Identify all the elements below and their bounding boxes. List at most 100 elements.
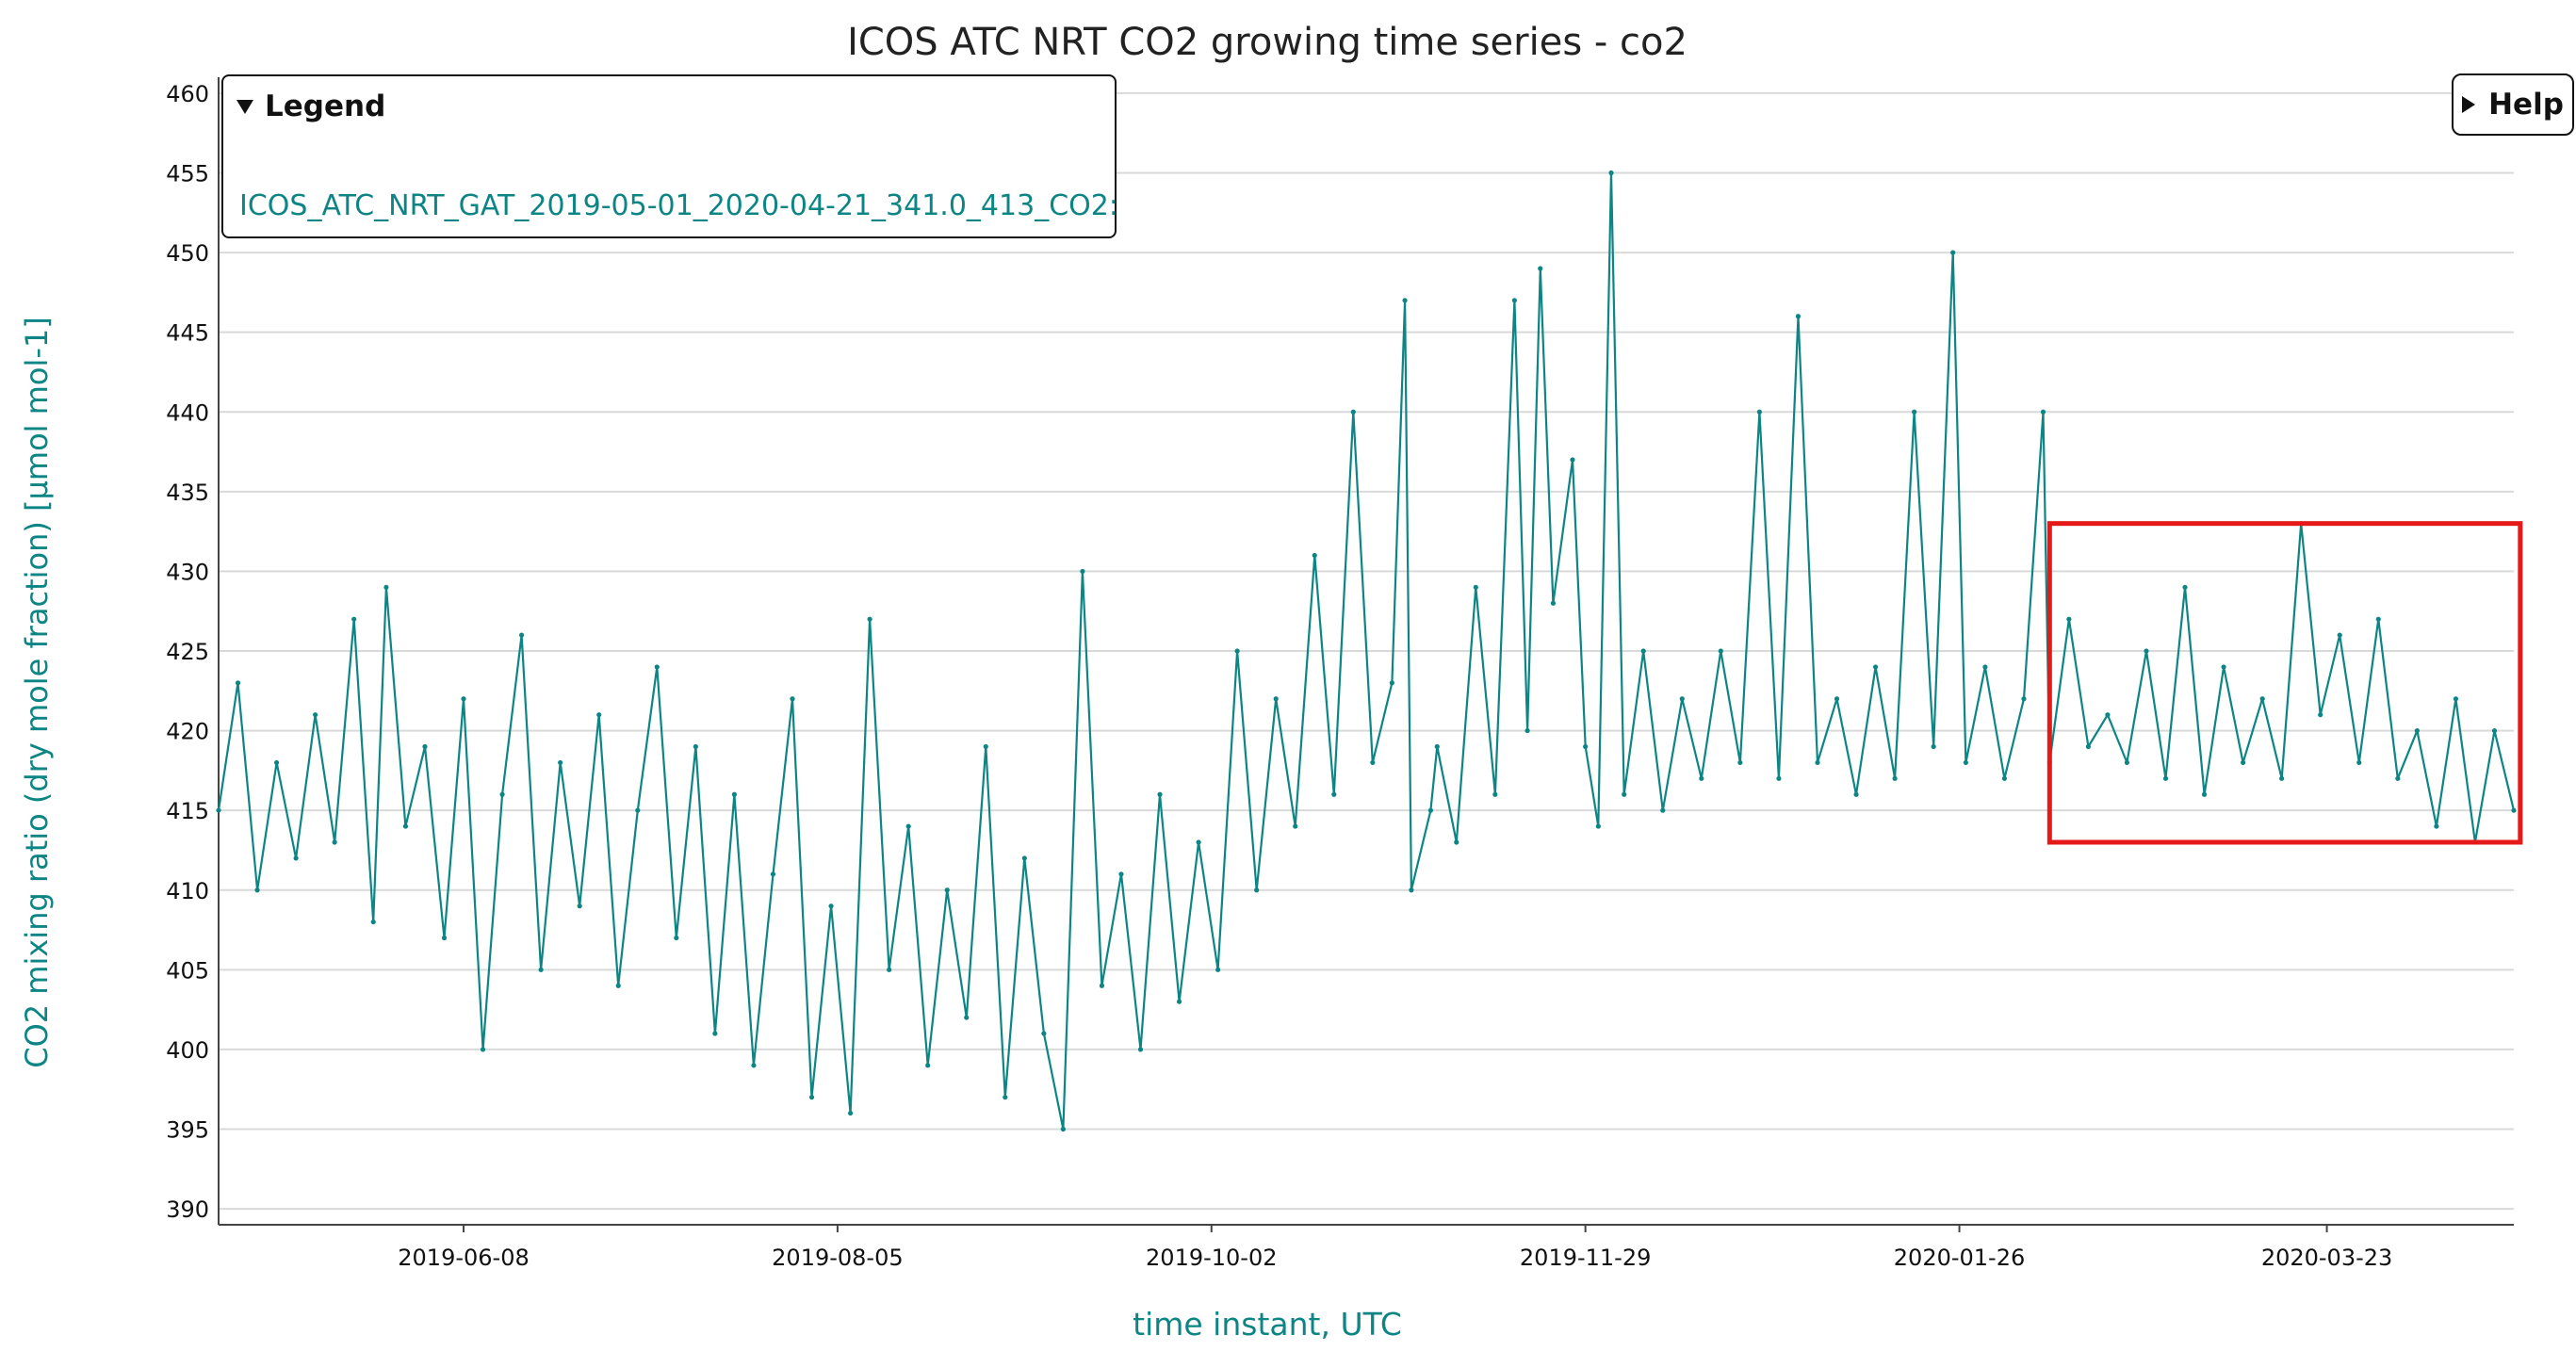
data-point — [1409, 887, 1414, 893]
y-tick-label: 400 — [166, 1037, 209, 1064]
data-point — [519, 632, 525, 638]
x-tick-label: 2019-08-05 — [772, 1245, 903, 1271]
legend-panel: Legend ICOS_ATC_NRT_GAT_2019-05-01_2020-… — [221, 74, 1118, 238]
data-point — [751, 1063, 757, 1068]
data-point — [402, 823, 409, 829]
data-point — [1931, 743, 1936, 750]
y-tick-label: 415 — [166, 798, 209, 824]
data-point — [1234, 648, 1240, 654]
data-point — [351, 616, 357, 622]
data-point — [293, 855, 299, 861]
x-tick-label: 2019-06-08 — [398, 1245, 529, 1271]
data-point — [1196, 839, 1201, 845]
data-point — [1118, 871, 1124, 877]
data-point — [1331, 791, 1337, 797]
data-point — [480, 1047, 486, 1052]
data-point — [1950, 250, 1956, 255]
data-point — [1041, 1031, 1047, 1036]
data-point — [790, 696, 795, 702]
data-point — [828, 903, 834, 909]
data-point — [2144, 648, 2149, 654]
data-point — [577, 903, 582, 909]
y-tick-label: 410 — [166, 878, 209, 904]
y-axis-ticks: 390 395 400 405 410 415 420 425 430 435 440 445 450 4… — [166, 81, 209, 1223]
data-point — [1892, 775, 1898, 781]
data-point — [1293, 823, 1298, 829]
data-point — [867, 616, 872, 622]
data-point — [1137, 1047, 1144, 1052]
data-point — [2221, 664, 2226, 670]
x-axis-title: time instant, UTC — [1133, 1306, 1402, 1343]
data-point — [944, 887, 950, 893]
data-point — [596, 712, 602, 718]
y-tick-label: 420 — [166, 719, 209, 745]
data-point — [887, 967, 892, 972]
data-point — [1454, 839, 1459, 845]
legend-entry[interactable]: ICOS_ATC_NRT_GAT_2019-05-01_2020-04-21_3… — [239, 189, 1118, 222]
data-point — [654, 664, 660, 670]
data-point — [332, 839, 337, 845]
y-tick-label: 450 — [166, 240, 209, 267]
data-point — [1640, 648, 1646, 654]
data-point — [1699, 775, 1704, 781]
data-point — [2491, 727, 2498, 734]
data-point — [499, 791, 505, 797]
data-point — [2414, 727, 2420, 734]
legend-toggle[interactable]: Legend — [236, 90, 385, 123]
data-point — [1060, 1126, 1066, 1132]
collapse-triangle-icon — [236, 99, 253, 114]
data-point — [1912, 409, 1917, 415]
data-point — [1370, 759, 1376, 766]
y-tick-label: 430 — [166, 559, 209, 585]
data-point — [2375, 616, 2381, 622]
data-point — [1524, 727, 1530, 734]
data-point — [2511, 807, 2517, 813]
data-point — [1434, 743, 1440, 750]
data-point — [2001, 775, 2008, 781]
data-point — [2201, 791, 2208, 797]
data-point — [1312, 552, 1317, 559]
data-point — [731, 791, 738, 797]
data-point — [2105, 712, 2111, 718]
data-point — [1795, 314, 1802, 319]
data-point — [2318, 712, 2323, 718]
data-point — [2021, 696, 2027, 702]
data-point — [1157, 791, 1163, 797]
data-point — [1718, 648, 1723, 654]
data-point — [2124, 759, 2130, 766]
data-point — [2434, 823, 2439, 829]
y-tick-label: 390 — [166, 1196, 209, 1223]
data-point — [847, 1110, 854, 1116]
x-tick-label: 2019-11-29 — [1520, 1245, 1651, 1271]
data-point — [693, 743, 698, 750]
data-point — [370, 919, 376, 925]
y-tick-label: 425 — [166, 639, 209, 665]
data-point — [235, 680, 241, 686]
data-point — [674, 935, 679, 941]
data-point — [770, 871, 776, 877]
data-point — [2259, 696, 2265, 702]
x-tick-label: 2019-10-02 — [1146, 1245, 1277, 1271]
data-point — [2040, 409, 2046, 415]
data-point — [441, 935, 448, 941]
data-point — [461, 696, 466, 702]
y-tick-label: 445 — [166, 320, 209, 347]
data-point — [558, 759, 563, 766]
data-point — [2453, 696, 2459, 702]
data-point — [2162, 775, 2169, 781]
data-point — [538, 967, 544, 972]
y-tick-label: 405 — [166, 957, 209, 984]
data-point — [422, 743, 428, 750]
help-button[interactable]: Help — [2452, 73, 2574, 136]
data-point — [905, 823, 911, 829]
data-point — [1350, 409, 1356, 415]
data-point — [2066, 616, 2072, 622]
data-point — [1679, 696, 1685, 702]
data-point — [313, 712, 318, 718]
data-point — [2356, 759, 2362, 766]
data-point — [2182, 584, 2188, 590]
gridlines — [219, 91, 2514, 1211]
data-point — [1215, 967, 1221, 972]
data-point — [1756, 409, 1763, 415]
data-point — [1622, 791, 1627, 797]
